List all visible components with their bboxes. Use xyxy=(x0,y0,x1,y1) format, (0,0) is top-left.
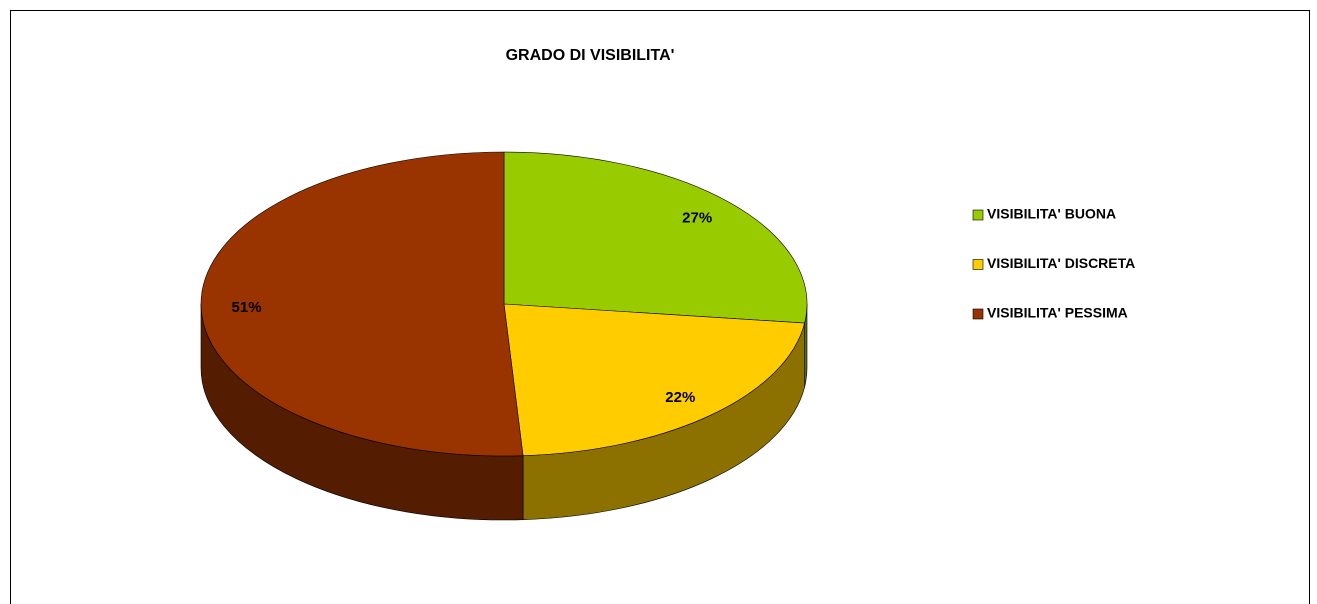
legend-swatch xyxy=(972,259,984,270)
data-label: 22% xyxy=(665,389,695,406)
data-label: 51% xyxy=(232,299,262,316)
legend-label: VISIBILITA' DISCRETA xyxy=(987,255,1135,271)
chart-title: GRADO DI VISIBILITA' xyxy=(506,47,675,64)
pie-slice xyxy=(503,151,808,324)
legend-label: VISIBILITA' BUONA xyxy=(987,206,1116,222)
pie-tops xyxy=(200,151,808,457)
pie-slice xyxy=(200,151,524,457)
data-label: 27% xyxy=(682,210,712,227)
pie-slice xyxy=(503,303,805,457)
legend-swatch xyxy=(972,209,984,221)
legend-label: VISIBILITA' PESSIMA xyxy=(987,305,1128,321)
legend-swatch xyxy=(972,308,984,320)
